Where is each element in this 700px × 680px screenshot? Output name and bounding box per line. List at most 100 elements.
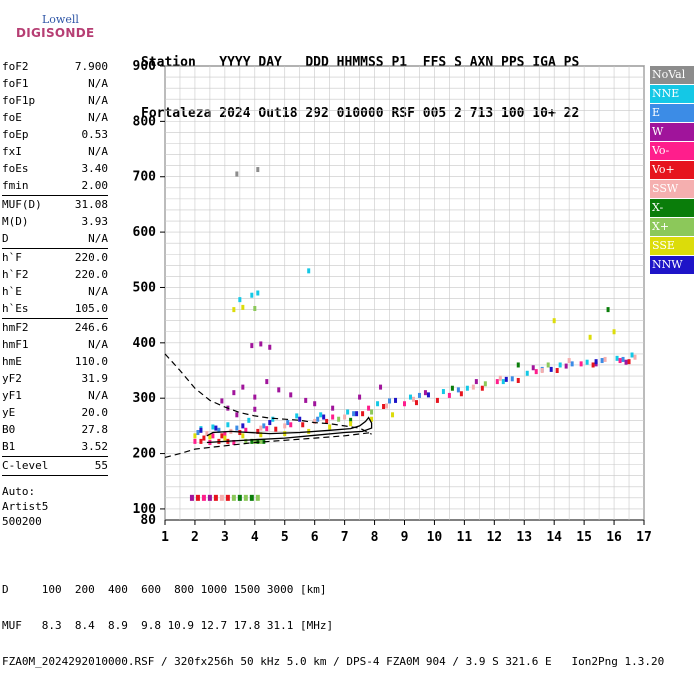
param-name: foF1	[2, 77, 29, 90]
profile-dashed-upper	[164, 353, 372, 435]
param-row-hmf1: hmF1 N/A	[2, 336, 108, 353]
param-name: hmF2	[2, 321, 29, 334]
data-point-x-	[253, 306, 257, 312]
legend-item-nnw: NNW	[650, 256, 694, 274]
data-point-e	[621, 356, 625, 362]
param-separator	[2, 456, 108, 457]
data-point-sse	[612, 329, 616, 335]
data-point-w	[289, 392, 293, 398]
data-point-es	[255, 494, 260, 501]
param-value: 2.00	[81, 179, 109, 192]
legend-item-sse: SSE	[650, 237, 694, 255]
data-point-vo-	[220, 433, 224, 439]
param-row-hmf2: hmF2 246.6	[2, 319, 108, 336]
data-point-nnw	[549, 366, 553, 372]
data-point-nnw	[322, 414, 326, 420]
param-value: 55	[94, 459, 108, 472]
data-point-nne	[238, 297, 242, 303]
data-point-ssw	[411, 396, 415, 402]
data-point-sse	[193, 433, 197, 439]
param-name: hmE	[2, 355, 22, 368]
param-row-b0: B0 27.8	[2, 421, 108, 438]
data-point-w	[253, 394, 257, 400]
data-point-nnw	[241, 423, 245, 429]
data-point-ssw	[259, 425, 263, 431]
data-point-x-	[450, 385, 454, 391]
data-point-x-	[370, 409, 374, 415]
param-value: 0.53	[81, 128, 109, 141]
data-point-w	[531, 365, 535, 371]
profile-dashed-lower	[164, 431, 372, 458]
data-point-nne	[211, 424, 215, 430]
data-point-vo-	[223, 431, 227, 437]
param-row-foe: foE N/A	[2, 109, 108, 126]
data-point-vo-	[301, 422, 305, 428]
param-row-fof2: foF2 7.900	[2, 58, 108, 75]
data-point-x-	[259, 438, 263, 444]
x-tick-label: 6	[311, 530, 319, 545]
x-tick-label: 10	[427, 530, 443, 545]
x-tick-label: 8	[371, 530, 379, 545]
data-point-nnw	[214, 425, 218, 431]
param-value: N/A	[88, 145, 108, 158]
param-value: N/A	[88, 77, 108, 90]
param-row-h-f: h`F 220.0	[2, 249, 108, 266]
data-point-w	[232, 390, 236, 396]
data-point-nnw	[199, 427, 203, 433]
data-point-e	[352, 411, 356, 417]
data-point-vo-	[516, 377, 520, 383]
data-point-e	[600, 358, 604, 364]
param-row-yf2: yF2 31.9	[2, 370, 108, 387]
data-point-ssw	[633, 354, 637, 360]
data-point-nne	[271, 416, 275, 422]
param-row-foep: foEp 0.53	[2, 126, 108, 143]
param-name: D	[2, 232, 9, 245]
data-point-sse	[370, 416, 374, 422]
x-tick-label: 2	[191, 530, 199, 545]
data-point-x-	[606, 307, 610, 313]
y-tick-label: 300	[133, 391, 157, 406]
autoscaled-trace	[206, 416, 373, 444]
param-separator	[2, 248, 108, 249]
data-point-w	[331, 405, 335, 411]
param-row-muf-d-: MUF(D) 31.08	[2, 196, 108, 213]
data-point-x-	[516, 362, 520, 368]
data-point-w	[241, 384, 245, 390]
param-value: 27.8	[81, 423, 109, 436]
data-point-e	[388, 398, 392, 404]
data-point-vo-	[555, 368, 559, 374]
param-row-ye: yE 20.0	[2, 404, 108, 421]
data-point-x-	[337, 416, 341, 422]
data-point-sse	[391, 412, 395, 418]
data-point-nne	[319, 412, 323, 418]
param-row-d: D N/A	[2, 230, 108, 247]
data-point-ssw	[385, 403, 389, 409]
x-tick-label: 12	[486, 530, 502, 545]
data-point-nne	[376, 401, 380, 407]
data-point-nne	[465, 385, 469, 391]
param-value: 110.0	[74, 355, 108, 368]
x-tick-label: 13	[516, 530, 532, 545]
footer-distance-row: D 100 200 400 600 800 1000 1500 3000 [km…	[2, 583, 327, 596]
param-row-hme: hmE 110.0	[2, 353, 108, 370]
data-point-nne	[408, 394, 412, 400]
data-point-nnw	[298, 416, 302, 422]
legend-item-x-: X+	[650, 218, 694, 236]
data-point-nne	[250, 292, 254, 298]
data-point-nnw	[268, 420, 272, 426]
data-point-vo-	[495, 379, 499, 385]
data-point-nne	[346, 409, 350, 415]
param-value: 246.6	[74, 321, 108, 334]
data-point-w	[474, 379, 478, 385]
param-value: N/A	[88, 111, 108, 124]
data-point-e	[417, 392, 421, 398]
param-value: N/A	[88, 338, 108, 351]
data-point-ssw	[540, 368, 544, 374]
data-point-vo-	[361, 411, 365, 417]
param-row-fof1: foF1 N/A	[2, 75, 108, 92]
data-point-e	[235, 425, 239, 431]
param-value: 7.900	[74, 60, 108, 73]
param-value: 105.0	[74, 302, 108, 315]
data-point-vo-	[289, 422, 293, 428]
data-point-w	[423, 390, 427, 396]
